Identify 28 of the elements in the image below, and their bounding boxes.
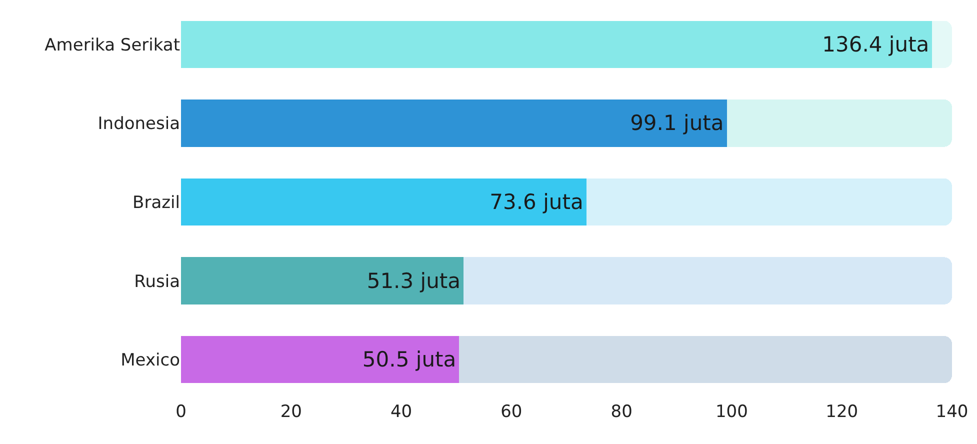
bar — [181, 336, 460, 384]
data-label: 51.3 juta — [366, 268, 461, 293]
data-label: 73.6 juta — [490, 190, 584, 214]
bar — [181, 178, 586, 226]
x-tick-label: 120 — [826, 402, 858, 422]
y-tick-label: Indonesia — [98, 114, 180, 134]
y-tick-label: Rusia — [134, 272, 180, 292]
bar — [181, 257, 464, 304]
y-tick-label: Amerika Serikat — [44, 35, 180, 56]
bar — [586, 178, 952, 226]
x-tick-label: 140 — [936, 402, 968, 422]
x-tick-label: 40 — [390, 402, 412, 422]
bar — [459, 336, 952, 384]
bar — [932, 20, 952, 68]
bar — [181, 20, 932, 68]
bar — [464, 257, 952, 304]
y-tick-label: Brazil — [132, 192, 180, 213]
bar — [181, 100, 727, 147]
x-tick-label: 100 — [715, 402, 748, 422]
data-label: 136.4 juta — [822, 32, 930, 56]
x-tick-label: 80 — [610, 402, 632, 422]
data-label: 99.1 juta — [630, 111, 724, 136]
y-tick-label: Mexico — [120, 350, 180, 371]
x-tick-label: 0 — [176, 402, 186, 422]
x-tick-label: 20 — [280, 402, 302, 422]
x-tick-label: 60 — [500, 402, 522, 422]
bar — [726, 100, 952, 147]
data-label: 50.5 juta — [362, 348, 456, 372]
